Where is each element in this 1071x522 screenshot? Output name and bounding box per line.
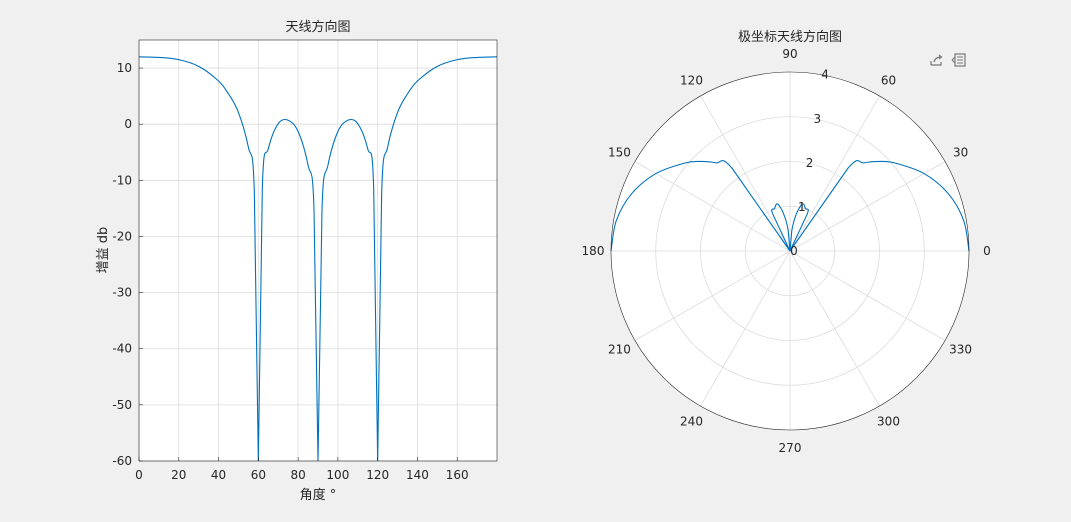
angle-tick-label: 180: [582, 244, 605, 258]
x-tick-label: 120: [366, 468, 389, 482]
angle-tick-label: 150: [608, 146, 631, 160]
angle-grid-spoke: [789, 250, 880, 407]
polar-radius-ticks: 0 1 2 3 4: [790, 68, 829, 258]
radius-tick-label: 4: [821, 68, 829, 82]
x-tick-label: 80: [290, 468, 305, 482]
y-tick-label: -40: [112, 342, 132, 356]
radius-tick-label: 2: [806, 156, 814, 170]
angle-grid-spoke: [634, 250, 791, 341]
polar-outer-ring: [610, 71, 970, 431]
y-tick-label: -20: [112, 229, 132, 243]
x-tick-label: 60: [251, 468, 266, 482]
angle-tick-label: 240: [680, 415, 703, 429]
angle-tick-label: 330: [949, 343, 972, 357]
y-tick-label: -50: [112, 398, 132, 412]
angle-tick-label: 300: [877, 415, 900, 429]
angle-tick-label: 60: [881, 73, 896, 87]
radius-tick-label: 0: [790, 244, 798, 258]
cartesian-title: 天线方向图: [285, 19, 350, 35]
axes-toolbar: [928, 50, 968, 70]
angle-grid-spoke: [634, 161, 791, 252]
y-tick-label: -60: [112, 454, 132, 468]
x-tick-label: 100: [326, 468, 349, 482]
angle-grid-spoke: [789, 161, 946, 252]
angle-grid-spoke: [789, 95, 880, 252]
cartesian-x-label: 角度 °: [300, 487, 337, 503]
cartesian-axes-box: [138, 39, 498, 462]
radius-tick-label: 3: [813, 112, 821, 126]
polar-pattern-line[interactable]: [610, 160, 970, 252]
angle-grid-spoke: [789, 250, 946, 341]
cartesian-y-label: 增益 db: [96, 227, 111, 274]
angle-tick-label: 90: [782, 47, 797, 61]
export-icon[interactable]: [928, 51, 946, 69]
polar-chart: 0 30 60 90 120 150 180 210 240 270 300 330 0 1 2 3 4 极坐…: [582, 29, 991, 455]
angle-tick-label: 270: [779, 441, 802, 455]
angle-tick-label: 0: [983, 244, 991, 258]
x-tick-label: 140: [406, 468, 429, 482]
polar-grid: [611, 72, 969, 430]
x-tick-label: 0: [135, 468, 143, 482]
polar-title: 极坐标天线方向图: [738, 29, 842, 45]
cartesian-plot-area[interactable]: [139, 40, 497, 461]
angle-tick-label: 210: [608, 343, 631, 357]
x-tick-label: 40: [211, 468, 226, 482]
angle-tick-label: 30: [953, 146, 968, 160]
y-tick-label: 10: [117, 61, 132, 75]
data-tips-icon[interactable]: [950, 51, 968, 69]
y-tick-label: 0: [124, 117, 132, 131]
angle-grid-spoke: [700, 95, 791, 252]
angle-grid-spoke: [700, 250, 791, 407]
y-tick-label: -10: [112, 173, 132, 187]
x-tick-label: 20: [171, 468, 186, 482]
cartesian-x-ticks: 0 20 40 60 80 100 120 140 160: [135, 457, 469, 482]
x-tick-label: 160: [446, 468, 469, 482]
angle-tick-label: 120: [680, 73, 703, 87]
cartesian-chart: 0 20 40 60 80 100 120 140 160 100-10-20-30-40-50…: [96, 19, 498, 503]
polar-series: [610, 160, 970, 252]
cartesian-y-ticks: 10 0 -10 -20 -30 -40 -50 -60: [112, 61, 143, 468]
radius-tick-label: 1: [798, 200, 806, 214]
y-tick-label: -30: [112, 286, 132, 300]
